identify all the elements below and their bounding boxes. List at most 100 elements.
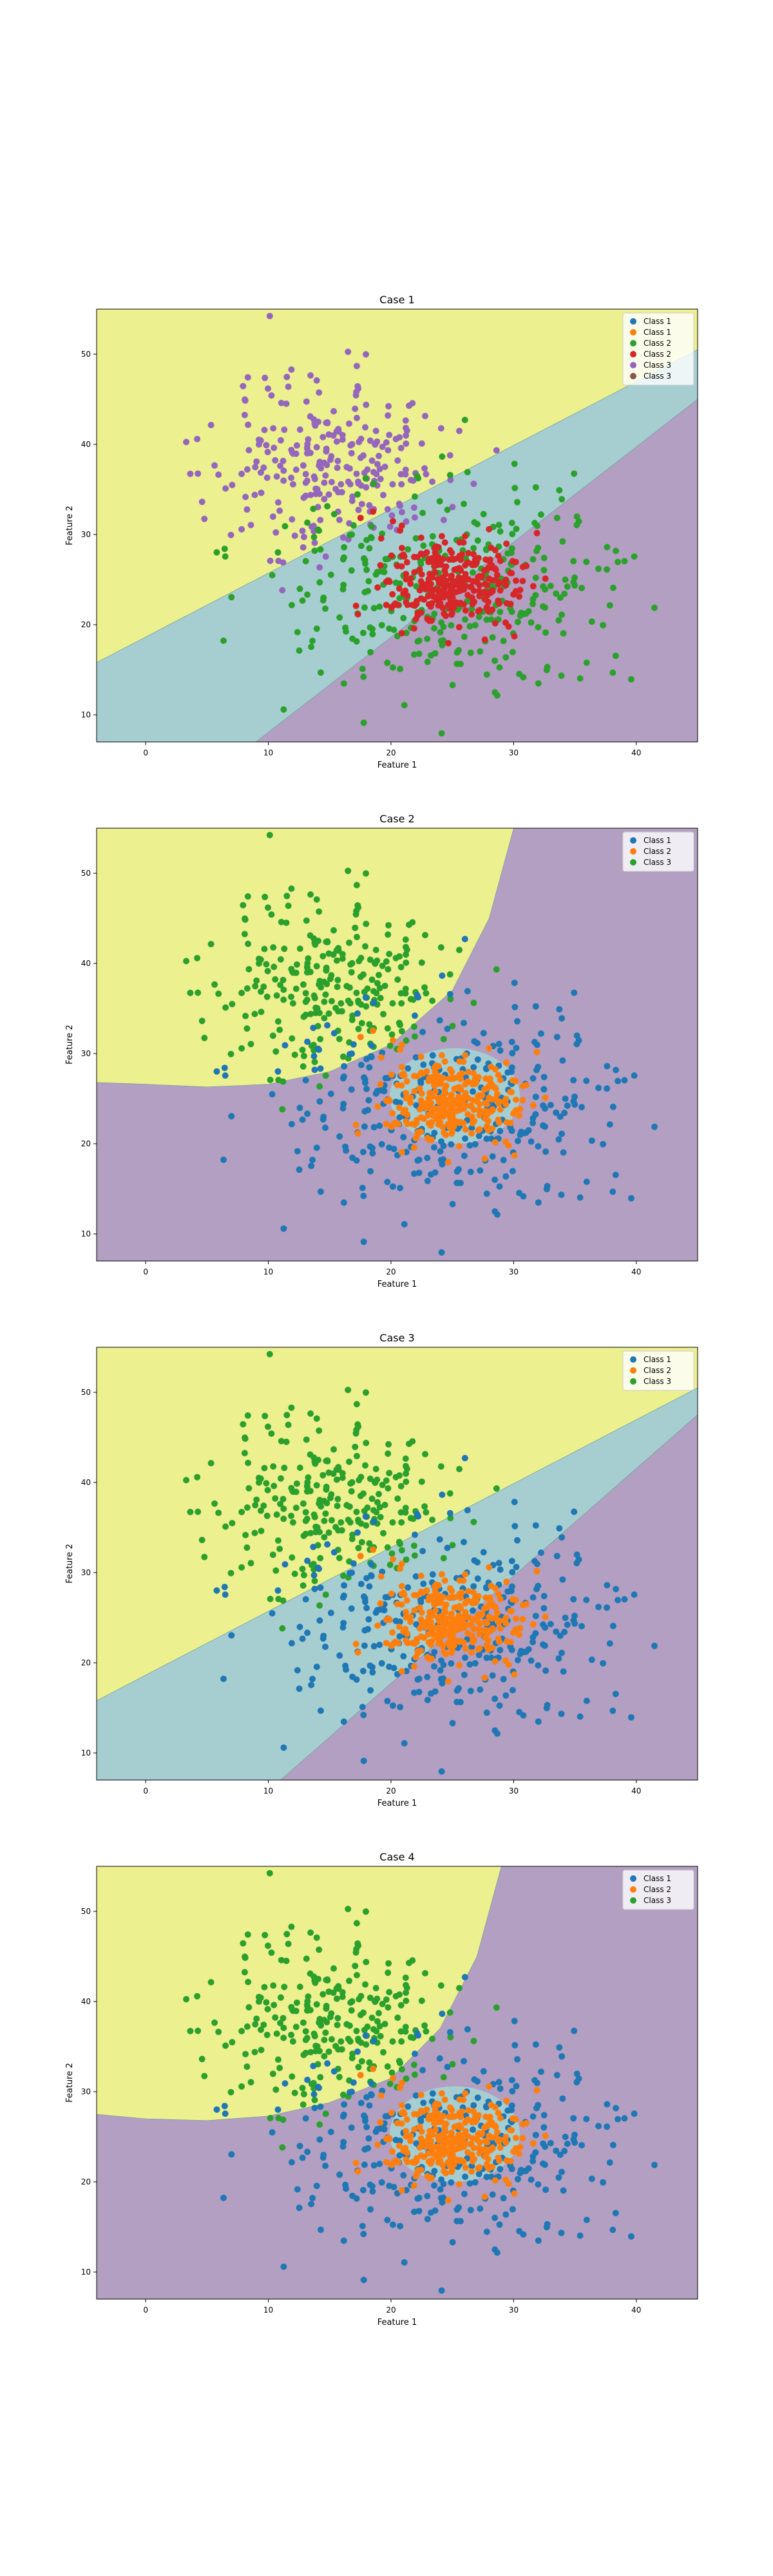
scatter-point (360, 1757, 367, 1765)
scatter-point (289, 2073, 296, 2080)
scatter-point (310, 1041, 317, 1048)
scatter-point (243, 2063, 251, 2070)
scatter-point (385, 966, 392, 973)
scatter-point (278, 1437, 285, 1444)
scatter-point (359, 2222, 366, 2230)
scatter-point (313, 444, 320, 451)
scatter-point (327, 1609, 334, 1616)
scatter-point (265, 1942, 271, 1949)
scatter-point (402, 466, 409, 473)
scatter-point (265, 385, 271, 392)
scatter-point (363, 566, 370, 573)
scatter-point (364, 985, 371, 992)
scatter-point (325, 1469, 332, 1476)
scatter-point (302, 1077, 309, 1084)
scatter-point (463, 560, 470, 567)
scatter-point (491, 1727, 499, 1734)
scatter-point (322, 1510, 329, 1517)
scatter-point (561, 2148, 568, 2155)
scatter-point (562, 576, 569, 583)
scatter-point (280, 996, 287, 1003)
scatter-point (461, 1624, 468, 1631)
scatter-point (510, 1110, 517, 1117)
scatter-point (360, 1712, 367, 1718)
scatter-point (360, 971, 367, 978)
scatter-point (519, 1097, 526, 1104)
scatter-point (374, 980, 381, 987)
scatter-point (300, 1013, 307, 1020)
scatter-point (324, 2060, 331, 2067)
scatter-point (316, 564, 323, 571)
scatter-point (339, 2091, 347, 2098)
scatter-point (288, 474, 294, 481)
scatter-point (544, 2221, 551, 2228)
scatter-point (495, 1619, 502, 1626)
scatter-point (397, 471, 405, 478)
scatter-point (419, 1548, 426, 1555)
scatter-point (280, 2263, 287, 2270)
scatter-point (472, 562, 479, 569)
scatter-point (500, 1676, 507, 1683)
scatter-point (341, 2101, 348, 2108)
scatter-point (258, 469, 264, 476)
scatter-point (509, 531, 516, 538)
scatter-point (508, 520, 515, 526)
scatter-point (461, 936, 468, 943)
scatter-point (493, 1609, 501, 1616)
scatter-point (330, 1549, 338, 1556)
scatter-point (474, 2094, 481, 2101)
scatter-point (462, 533, 469, 540)
scatter-point (542, 1624, 549, 1631)
scatter-point (307, 1929, 314, 1936)
scatter-point (300, 1052, 307, 1059)
scatter-point (461, 1671, 468, 1678)
scatter-point (558, 496, 566, 503)
scatter-point (476, 607, 483, 614)
scatter-point (377, 568, 384, 575)
scatter-point (321, 998, 328, 1005)
scatter-point (435, 1105, 441, 1112)
scatter-point (238, 1508, 245, 1515)
scatter-point (317, 669, 324, 676)
scatter-point (456, 1577, 463, 1584)
scatter-point (484, 1620, 490, 1627)
scatter-point (497, 2115, 504, 2121)
plot-title: Case 2 (379, 813, 414, 825)
scatter-point (558, 1710, 565, 1718)
scatter-point (520, 1712, 527, 1719)
scatter-point (426, 1609, 434, 1616)
scatter-point (571, 470, 578, 477)
scatter-point (346, 1503, 353, 1510)
scatter-point (444, 1678, 452, 1685)
scatter-point (464, 1507, 471, 1514)
scatter-point (389, 2148, 396, 2155)
scatter-point (253, 1496, 260, 1503)
scatter-point (263, 2031, 271, 2038)
scatter-point (274, 1068, 282, 1075)
scatter-point (289, 481, 296, 488)
scatter-point (432, 1088, 439, 1095)
scatter-point (397, 665, 404, 672)
scatter-point (421, 2022, 428, 2029)
scatter-point (416, 2144, 423, 2151)
scatter-point (447, 996, 454, 1003)
scatter-point (339, 1993, 346, 2000)
scatter-point (513, 1045, 520, 1052)
scatter-point (187, 2027, 194, 2034)
scatter-point (406, 402, 412, 409)
scatter-point (276, 507, 283, 515)
scatter-point (367, 1994, 374, 2002)
scatter-point (541, 2161, 548, 2168)
scatter-point (313, 2183, 320, 2190)
scatter-point (305, 1993, 312, 2000)
scatter-point (222, 1591, 229, 1598)
scatter-point (288, 885, 295, 892)
scatter-point (440, 516, 447, 524)
scatter-point (383, 439, 390, 446)
scatter-point (368, 2092, 375, 2099)
scatter-point (511, 980, 518, 987)
scatter-point (600, 1660, 607, 1667)
scatter-point (390, 518, 396, 525)
scatter-point (363, 1389, 369, 1396)
scatter-point (609, 1707, 616, 1714)
